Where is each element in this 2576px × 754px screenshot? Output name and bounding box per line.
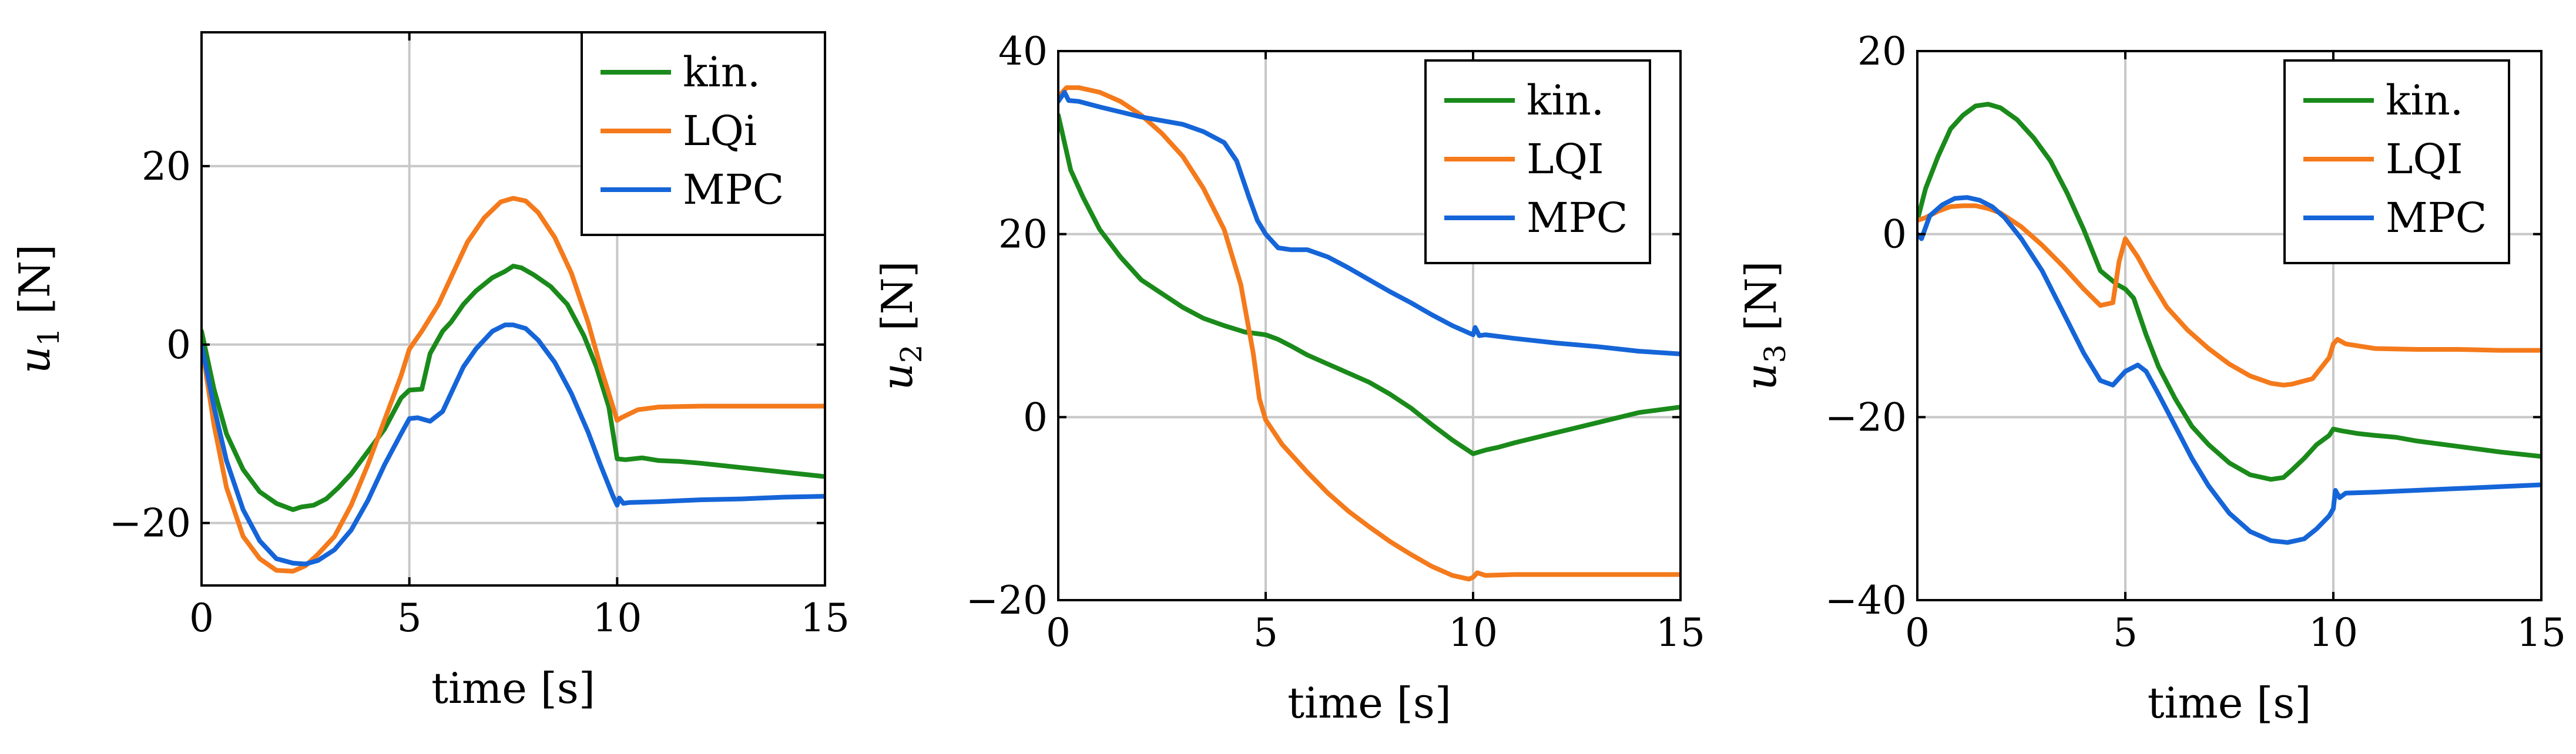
y-tick-label: 20 (998, 212, 1048, 257)
x-tick-label: 0 (1046, 610, 1071, 655)
series-line-lqi (1917, 203, 2541, 388)
y-tick-label: 40 (998, 29, 1048, 74)
series-line-mpc (1058, 90, 1681, 356)
legend-label-mpc: MPC (1527, 194, 1628, 242)
x-tick-label: 10 (1448, 610, 1498, 655)
legend: kin. LQI MPC (1424, 59, 1651, 264)
x-axis-label: time [s] (431, 664, 595, 713)
series-line-lqi (202, 196, 825, 574)
series-line-kin (1058, 113, 1681, 456)
y-axis-label: u1 [N] (10, 244, 66, 373)
y-tick-label: 20 (142, 144, 191, 189)
x-tick-label: 5 (2113, 610, 2138, 655)
legend-label-mpc: MPC (2386, 194, 2487, 242)
x-tick-label: 10 (592, 595, 642, 641)
y-tick-label: −40 (1825, 578, 1907, 623)
series-line-kin (202, 264, 825, 512)
x-axis-label: time [s] (1287, 678, 1451, 728)
y-tick-label: −20 (109, 501, 191, 546)
y-axis-label: u3 [N] (1736, 261, 1792, 390)
series-line-kin (1917, 102, 2541, 482)
plot-frame (1057, 50, 1682, 601)
x-axis-label: time [s] (2148, 678, 2312, 728)
y-axis-label: u2 [N] (873, 261, 928, 390)
y-tick-label: 0 (166, 322, 191, 368)
legend-label-mpc: MPC (683, 166, 784, 214)
y-tick-label: −20 (1825, 395, 1907, 440)
x-tick-label: 0 (1905, 610, 1930, 655)
plot-frame (200, 31, 826, 587)
legend: kin. LQI MPC (2283, 59, 2510, 264)
series-line-mpc (202, 322, 825, 567)
legend-label-lqi: LQI (2386, 135, 2463, 183)
y-tick-label: 0 (1882, 212, 1907, 257)
legend-label-kin: kin. (683, 48, 760, 96)
x-tick-label: 5 (1253, 610, 1278, 655)
chart-panel-1: 0 5 10 15 −20 0 20 time [s] u1 [N] kin. LQi MPC (10, 31, 850, 713)
x-tick-label: 10 (2309, 610, 2358, 655)
legend-label-kin: kin. (1527, 76, 1604, 124)
legend-label-lqi: LQI (1527, 135, 1604, 183)
y-tick-label: −20 (966, 578, 1048, 623)
legend-label-lqi: LQi (683, 107, 757, 155)
plot-frame (1916, 50, 2543, 601)
y-tick-label: 0 (1023, 395, 1048, 440)
legend-box (1424, 59, 1651, 264)
chart-panel-3: 0 5 10 15 −40 −20 0 20 time [s] u3 [N] kin. LQI MPC (1736, 29, 2566, 728)
series-line-mpc (1917, 195, 2541, 545)
x-tick-label: 15 (2517, 610, 2566, 655)
legend: kin. LQi MPC (581, 31, 826, 236)
x-tick-label: 15 (800, 595, 850, 641)
x-tick-label: 15 (1656, 610, 1705, 655)
legend-label-kin: kin. (2386, 76, 2463, 124)
y-tick-label: 20 (1857, 29, 1907, 74)
x-tick-label: 0 (189, 595, 214, 641)
legend-box (581, 31, 826, 236)
legend-box (2283, 59, 2510, 264)
x-tick-label: 5 (397, 595, 422, 641)
